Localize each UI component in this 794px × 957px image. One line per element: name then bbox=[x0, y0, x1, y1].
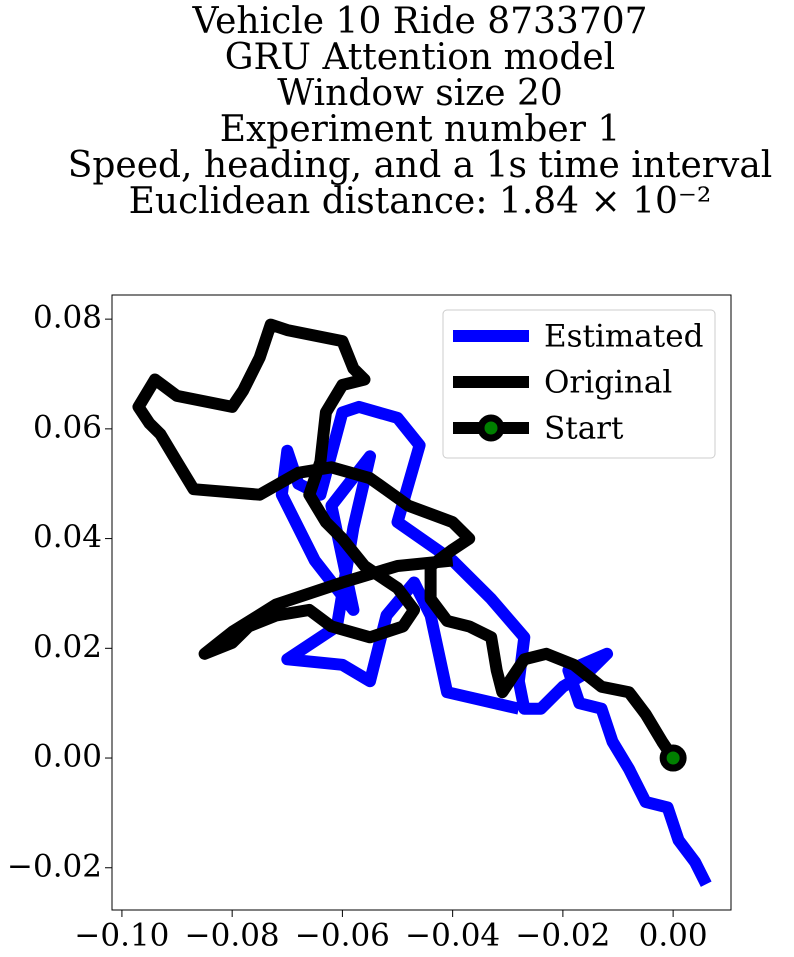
x-tick-label: −0.04 bbox=[405, 918, 500, 954]
chart-title: Window size 20 bbox=[277, 73, 563, 114]
y-tick-label: −0.02 bbox=[7, 848, 102, 884]
x-tick-label: −0.10 bbox=[74, 918, 169, 954]
legend-label: Estimated bbox=[544, 319, 703, 355]
chart-title: Speed, heading, and a 1s time interval bbox=[68, 145, 773, 186]
y-tick-label: 0.06 bbox=[33, 409, 102, 445]
chart-title: GRU Attention model bbox=[225, 37, 615, 78]
plot-frame bbox=[111, 294, 732, 911]
y-tick-label: 0.00 bbox=[33, 739, 102, 775]
chart-title: Vehicle 10 Ride 8733707 bbox=[191, 1, 647, 42]
start-marker bbox=[659, 744, 687, 772]
chart-title: Experiment number 1 bbox=[220, 109, 621, 150]
x-tick-label: −0.06 bbox=[295, 918, 390, 954]
y-tick-label: 0.02 bbox=[33, 629, 102, 665]
legend-label: Original bbox=[544, 365, 672, 401]
x-tick-label: −0.08 bbox=[185, 918, 280, 954]
x-tick-label: −0.02 bbox=[515, 918, 610, 954]
legend-marker bbox=[477, 414, 505, 442]
x-tick-label: 0.00 bbox=[639, 918, 708, 954]
trajectory-line bbox=[132, 318, 679, 762]
chart-title: Euclidean distance: 1.84 × 10⁻² bbox=[129, 181, 712, 222]
legend-label: Start bbox=[544, 411, 624, 447]
legend-box bbox=[442, 309, 716, 459]
trajectory-line bbox=[275, 400, 712, 887]
y-tick-label: 0.04 bbox=[33, 519, 102, 555]
y-tick-label: 0.08 bbox=[33, 300, 102, 336]
